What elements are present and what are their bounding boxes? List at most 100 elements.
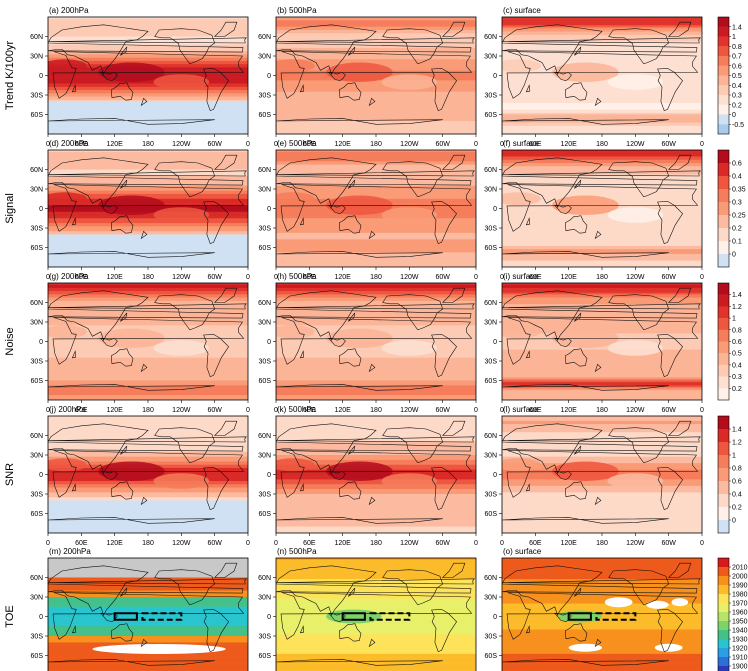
- field-band: [48, 229, 248, 232]
- x-tick-label: 120W: [172, 274, 191, 281]
- field-band: [502, 82, 702, 84]
- field-band: [276, 237, 476, 240]
- field-band: [502, 193, 702, 196]
- y-tick-label: 60S: [31, 378, 44, 385]
- field-band: [276, 666, 476, 669]
- field-band: [276, 600, 476, 603]
- field-band: [48, 398, 248, 400]
- coastline: [276, 517, 443, 533]
- field-band: [48, 598, 248, 601]
- field-band: [502, 103, 702, 106]
- field-band: [48, 378, 248, 381]
- field-anomaly: [276, 458, 315, 472]
- field-band: [276, 432, 476, 435]
- field-band: [276, 640, 476, 643]
- coastline: [503, 170, 701, 177]
- field-band: [48, 234, 248, 237]
- x-tick-label: 120E: [334, 274, 351, 281]
- field-band: [48, 387, 248, 389]
- field-band: [276, 364, 476, 367]
- field-band: [276, 309, 476, 311]
- y-tick-label: 0: [39, 339, 43, 346]
- field-band: [48, 531, 248, 533]
- field-band: [48, 453, 248, 456]
- field-band: [502, 180, 702, 183]
- field-band: [276, 250, 476, 253]
- field-band: [276, 526, 476, 529]
- field-band: [48, 17, 248, 19]
- field-band: [276, 292, 476, 295]
- field-band: [48, 425, 248, 428]
- field-band: [502, 250, 702, 253]
- y-tick-label: 0: [267, 339, 271, 346]
- x-tick-label: 120E: [334, 540, 351, 547]
- field-band: [48, 232, 248, 235]
- coastline: [573, 587, 582, 597]
- coastline: [299, 483, 305, 492]
- field-band: [276, 492, 476, 495]
- field-band: [502, 85, 702, 88]
- region-box-solid: [341, 612, 366, 621]
- field-band: [276, 153, 476, 156]
- colorbar-tick-label: 1: [732, 34, 736, 41]
- colorbar-swatch: [718, 26, 729, 37]
- field-band: [502, 125, 702, 128]
- colorbar-swatch: [718, 294, 729, 307]
- field-band: [502, 663, 702, 666]
- field-band: [276, 636, 476, 638]
- field-band: [502, 364, 702, 367]
- field-band: [276, 590, 476, 593]
- field-band: [48, 492, 248, 495]
- field-band: [276, 572, 476, 575]
- coastline: [554, 337, 572, 348]
- field-band: [276, 588, 476, 591]
- field-band: [276, 461, 476, 464]
- field-band: [276, 287, 476, 290]
- colorbar-tick-label: 1960: [732, 610, 748, 617]
- field-band: [276, 104, 476, 107]
- field-band: [276, 224, 476, 227]
- y-tick-label: 60N: [258, 167, 271, 174]
- field-band: [48, 228, 248, 230]
- field-band: [502, 297, 702, 300]
- field-band: [276, 59, 476, 62]
- field-band: [276, 528, 476, 531]
- field-band: [276, 510, 476, 513]
- field-band: [48, 291, 248, 294]
- field-band: [48, 176, 248, 178]
- x-tick-label: 60E: [303, 141, 316, 148]
- panel-title: (n) 500hPa: [277, 547, 317, 556]
- field-band: [276, 419, 476, 422]
- field-band: [276, 231, 476, 234]
- field-anomaly: [98, 328, 165, 348]
- field-band: [502, 380, 702, 383]
- field-anomaly: [98, 461, 165, 481]
- field-band: [48, 348, 248, 350]
- field-band: [48, 171, 248, 174]
- field-band: [276, 446, 476, 449]
- coastline: [48, 517, 215, 533]
- colorbar-tick-label: 1: [732, 453, 736, 460]
- field-band: [276, 637, 476, 640]
- y-tick-label: 0: [493, 614, 497, 621]
- x-tick-label: 0: [700, 407, 704, 414]
- field-band: [48, 396, 248, 399]
- coastline: [48, 251, 215, 267]
- field-band: [276, 348, 476, 350]
- field-band: [502, 245, 702, 248]
- coastline: [502, 24, 698, 75]
- coastline: [431, 609, 457, 652]
- coastline: [502, 659, 669, 671]
- field-band: [502, 618, 702, 621]
- field-band: [276, 263, 476, 266]
- y-tick-label: 60N: [30, 300, 43, 307]
- colorbar-tick-label: 1.2: [732, 440, 742, 447]
- field-band: [48, 182, 248, 185]
- coastline: [213, 562, 238, 578]
- field-band: [276, 193, 476, 196]
- map-field: [502, 150, 702, 267]
- field-band: [276, 98, 476, 101]
- field-band: [48, 33, 248, 36]
